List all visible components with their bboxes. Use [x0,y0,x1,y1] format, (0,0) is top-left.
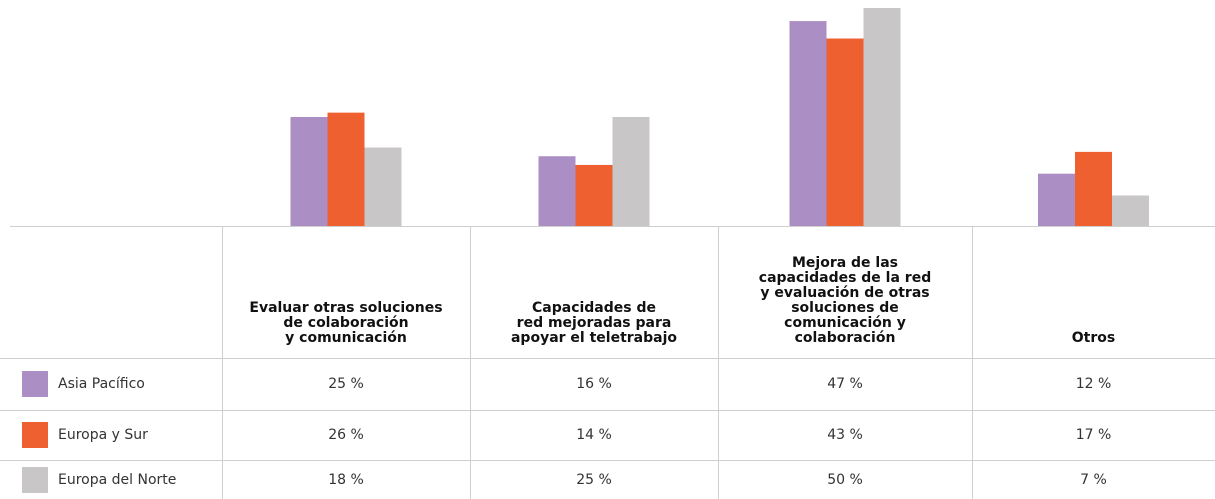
legend-swatch [22,466,48,493]
legend-label: Europa del Norte [58,471,177,488]
bar [1075,151,1112,226]
column-header: Capacidades de red mejoradas para apoyar… [510,300,678,346]
bar [290,117,328,226]
data-label: 26 % [328,427,364,443]
data-label: 50 % [827,471,863,488]
bar [575,164,613,226]
data-label: 12 % [1075,376,1112,392]
legend-item: Europa y Sur [0,410,222,460]
legend-item: Europa del Norte [0,460,222,499]
legend-label: Europa y Sur [58,427,148,443]
bar [538,156,576,226]
data-label: 17 % [1075,427,1112,443]
legend-label: Asia Pacífico [58,376,145,392]
legend-item: Asia Pacífico [0,358,222,410]
bar [612,117,650,226]
data-label: 18 % [328,471,364,488]
data-label: 14 % [576,427,612,443]
bar [789,21,827,226]
legend-swatch [22,371,48,397]
bar [863,8,901,226]
column-header: Otros [1071,330,1116,346]
data-label: 25 % [576,471,612,488]
bar [327,112,365,226]
bar [1038,173,1075,226]
data-label: 25 % [328,376,364,392]
data-label: 16 % [576,376,612,392]
column-header: Mejora de las capacidades de la red y ev… [758,255,932,346]
data-label: 7 % [1080,471,1107,488]
bar [364,147,402,226]
data-label: 43 % [827,427,863,443]
bar [1112,195,1149,226]
bar [826,38,864,226]
column-header: Evaluar otras soluciones de colaboración… [249,300,443,346]
data-label: 47 % [827,376,863,392]
legend-swatch [22,422,48,448]
